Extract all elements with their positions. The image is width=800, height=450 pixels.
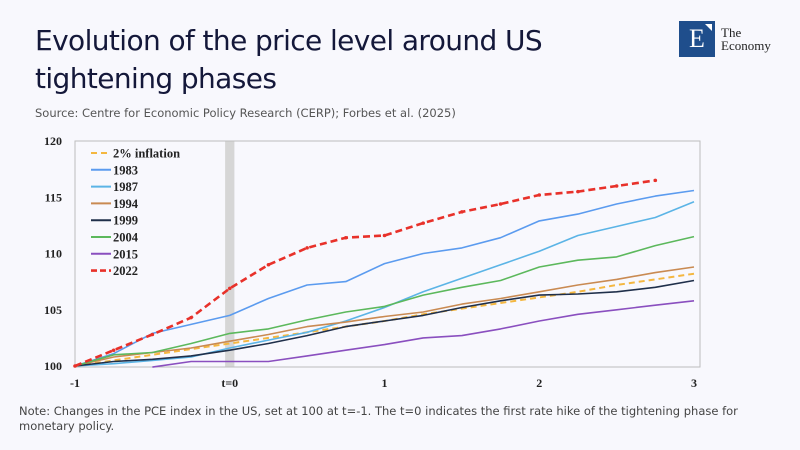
logo-wordmark: The Economy [721, 26, 771, 52]
x-tick-label: 2 [536, 376, 542, 390]
series-marker-2022 [498, 202, 503, 206]
source-caption: Source: Centre for Economic Policy Resea… [35, 106, 456, 120]
x-tick-label: t=0 [221, 376, 238, 390]
legend-label: 1983 [113, 163, 138, 177]
series-marker-2022 [614, 184, 619, 188]
series-line-1999 [74, 279, 695, 367]
page-title: Evolution of the price level around US t… [35, 24, 543, 95]
legend-label: 1994 [113, 197, 139, 211]
legend-item: 1983 [91, 163, 138, 177]
x-tick-label: 3 [691, 376, 697, 390]
legend-label: 1999 [113, 214, 138, 228]
series-marker-2022 [421, 221, 425, 225]
legend-label: 2% inflation [113, 147, 180, 161]
series-marker-2022 [344, 235, 348, 240]
series-line-1983 [74, 189, 695, 367]
legend-item: 2015 [91, 247, 138, 261]
legend-label: 2015 [113, 247, 138, 261]
logo-e-icon: E [679, 21, 715, 57]
series-marker-2022 [460, 210, 464, 214]
series-marker-2022 [266, 262, 271, 267]
legend-item: 2004 [91, 231, 139, 245]
legend-item: 2022 [91, 264, 138, 278]
series-marker-2022 [653, 178, 658, 183]
y-tick-label: 110 [45, 247, 62, 261]
y-tick-label: 115 [45, 190, 62, 204]
legend-item: 1999 [91, 214, 138, 228]
series-marker-2022 [111, 348, 116, 353]
logo-letter: E [689, 24, 705, 53]
series-marker-2022 [537, 193, 542, 197]
series-line-1994 [74, 266, 695, 367]
series-marker-2022 [227, 286, 232, 291]
series-marker-2022 [73, 364, 77, 368]
series-line-2015 [152, 300, 695, 368]
series-line-2022 [74, 179, 656, 368]
price-level-chart: 100 105 110 115 120 -1 t=0 1 2 3 2% inflation 1983… [0, 130, 800, 400]
legend-item: 2% inflation [91, 147, 180, 161]
logo-line-2: Economy [721, 38, 771, 53]
x-tick-label: -1 [70, 376, 80, 390]
legend-item: 1987 [91, 180, 138, 194]
legend-label: 2022 [113, 264, 138, 278]
series-line-1987 [74, 201, 695, 367]
legend-item: 1994 [91, 197, 139, 211]
footnote: Note: Changes in the PCE index in the US… [19, 404, 738, 433]
x-tick-label: 1 [382, 376, 388, 390]
first-hike-band [225, 141, 235, 367]
series-marker-2022 [150, 332, 155, 337]
series-marker-2022 [189, 315, 193, 320]
brand-logo[interactable]: E The Economy [679, 21, 771, 57]
y-tick-label: 100 [44, 359, 62, 373]
logo-line-1: The [721, 25, 742, 40]
plot-frame [74, 140, 701, 368]
series-line-2004 [74, 235, 695, 367]
legend-label: 1987 [113, 180, 138, 194]
y-tick-label: 120 [44, 134, 62, 148]
series-marker-2022 [576, 189, 580, 194]
series-marker-2022 [382, 233, 387, 238]
y-tick-label: 105 [44, 303, 62, 317]
legend-label: 2004 [113, 231, 139, 245]
series-marker-2022 [305, 246, 309, 250]
